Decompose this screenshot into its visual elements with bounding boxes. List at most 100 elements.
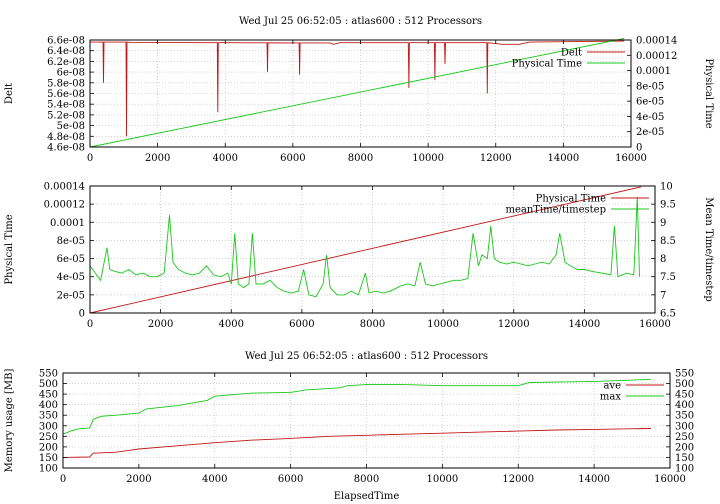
y-axis-label: Physical Time xyxy=(4,214,15,284)
y-axis-label: Delt xyxy=(4,83,15,104)
y2-tick-label: 350 xyxy=(675,411,694,422)
chart-title: Wed Jul 25 06:52:05 : atlas600 : 512 Pro… xyxy=(239,16,482,27)
y-tick-label: 100 xyxy=(39,464,58,475)
y2-tick-label: 8e-05 xyxy=(636,81,664,92)
x-tick-label: 16000 xyxy=(639,319,671,330)
y-tick-label: 0.0001 xyxy=(50,218,85,229)
y2-tick-label: 7.5 xyxy=(660,272,676,283)
y2-tick-label: 0.00014 xyxy=(636,36,677,47)
x-tick-label: 6000 xyxy=(289,319,314,330)
series-line-ave xyxy=(62,428,652,458)
x-tick-label: 4000 xyxy=(202,474,227,485)
y-tick-label: 150 xyxy=(39,453,58,464)
y2-tick-label: 0.00012 xyxy=(636,51,677,62)
y-tick-label: 0 xyxy=(79,309,85,320)
x-tick-label: 12000 xyxy=(502,474,534,485)
x-axis-label: ElapsedTime xyxy=(334,491,400,502)
x-tick-label: 6000 xyxy=(280,153,305,164)
y2-tick-label: 500 xyxy=(675,379,694,390)
y-tick-label: 0.00012 xyxy=(44,200,85,211)
y2-tick-label: 400 xyxy=(675,400,694,411)
x-tick-label: 8000 xyxy=(360,319,385,330)
y-tick-label: 6.6e-08 xyxy=(47,36,85,47)
y2-tick-label: 9.5 xyxy=(660,200,676,211)
y2-tick-label: 550 xyxy=(675,369,694,380)
y2-axis-label: Physical Time xyxy=(703,58,714,128)
grid xyxy=(90,40,631,147)
y-tick-label: 0.00014 xyxy=(44,182,85,193)
legend-label: Physical Time xyxy=(536,194,606,205)
x-tick-label: 10000 xyxy=(427,319,459,330)
y-tick-label: 8e-05 xyxy=(57,236,85,247)
x-tick-label: 8000 xyxy=(354,474,379,485)
chart-title: Wed Jul 25 06:52:05 : atlas600 : 512 Pro… xyxy=(245,351,488,362)
x-tick-label: 14000 xyxy=(578,474,610,485)
x-tick-label: 2000 xyxy=(145,153,170,164)
x-tick-label: 6000 xyxy=(278,474,303,485)
y-tick-label: 6e-05 xyxy=(57,254,85,265)
x-tick-label: 0 xyxy=(87,153,93,164)
grid xyxy=(90,186,655,313)
x-tick-label: 12000 xyxy=(480,153,512,164)
y-tick-label: 450 xyxy=(39,390,58,401)
y-tick-label: 5.2e-08 xyxy=(47,110,85,121)
y2-tick-label: 9 xyxy=(660,218,666,229)
y2-tick-label: 4e-05 xyxy=(636,112,664,123)
grid xyxy=(63,373,670,468)
y2-tick-label: 0 xyxy=(636,143,642,154)
y2-tick-label: 10 xyxy=(660,182,673,193)
series-line-physical-time xyxy=(89,38,625,148)
x-tick-label: 0 xyxy=(60,474,66,485)
series-line-meantime-timestep xyxy=(89,196,640,298)
y-tick-label: 5.6e-08 xyxy=(47,89,85,100)
y2-tick-label: 6.5 xyxy=(660,309,676,320)
y-tick-label: 4e-05 xyxy=(57,272,85,283)
y-axis-label: Memory usage [MB] xyxy=(4,369,15,473)
y-tick-label: 400 xyxy=(39,400,58,411)
legend-label: ave xyxy=(603,381,621,392)
y-tick-label: 5.8e-08 xyxy=(47,78,85,89)
y2-tick-label: 8.5 xyxy=(660,236,676,247)
x-tick-label: 2000 xyxy=(126,474,151,485)
x-tick-label: 10000 xyxy=(426,474,458,485)
x-tick-label: 12000 xyxy=(498,319,530,330)
memory-panel: 0 2000 4000 6000 8000 10000 12000 14000 16000100… xyxy=(4,351,694,502)
y-tick-label: 4.8e-08 xyxy=(47,132,85,143)
y-tick-label: 6e-08 xyxy=(57,68,85,79)
y2-tick-label: 0.0001 xyxy=(636,66,671,77)
y-tick-label: 300 xyxy=(39,421,58,432)
x-tick-label: 16000 xyxy=(615,153,647,164)
y-tick-label: 550 xyxy=(39,369,58,380)
x-tick-label: 2000 xyxy=(148,319,173,330)
mean-time-panel: 0 2000 4000 6000 8000 10000 12000 14000 16000 0 2e… xyxy=(4,182,714,331)
x-tick-label: 8000 xyxy=(348,153,373,164)
y2-tick-label: 300 xyxy=(675,421,694,432)
x-tick-label: 16000 xyxy=(654,474,686,485)
x-tick-label: 10000 xyxy=(412,153,444,164)
y-tick-label: 6.2e-08 xyxy=(47,57,85,68)
y2-tick-label: 200 xyxy=(675,442,694,453)
y2-tick-label: 8 xyxy=(660,254,666,265)
y2-axis-label: Mean Time/timestep xyxy=(703,197,714,301)
y2-tick-label: 150 xyxy=(675,453,694,464)
series-line-delt xyxy=(90,40,625,137)
y2-tick-label: 6e-05 xyxy=(636,97,664,108)
legend-label: meanTime/timestep xyxy=(505,205,606,216)
series-line-max xyxy=(62,378,652,435)
y2-tick-label: 250 xyxy=(675,432,694,443)
y-tick-label: 4.6e-08 xyxy=(47,143,85,154)
series-line-physical-time xyxy=(89,186,642,314)
x-tick-label: 0 xyxy=(87,319,93,330)
delt-panel: 0 2000 4000 6000 8000 10000 12000 14000 16000 4.6… xyxy=(4,16,714,164)
legend-label: Physical Time xyxy=(512,59,582,70)
y-tick-label: 200 xyxy=(39,442,58,453)
y2-tick-label: 2e-05 xyxy=(636,127,664,138)
x-tick-label: 14000 xyxy=(547,153,579,164)
y-tick-label: 6.4e-08 xyxy=(47,46,85,57)
y2-tick-label: 450 xyxy=(675,390,694,401)
y2-tick-label: 100 xyxy=(675,464,694,475)
